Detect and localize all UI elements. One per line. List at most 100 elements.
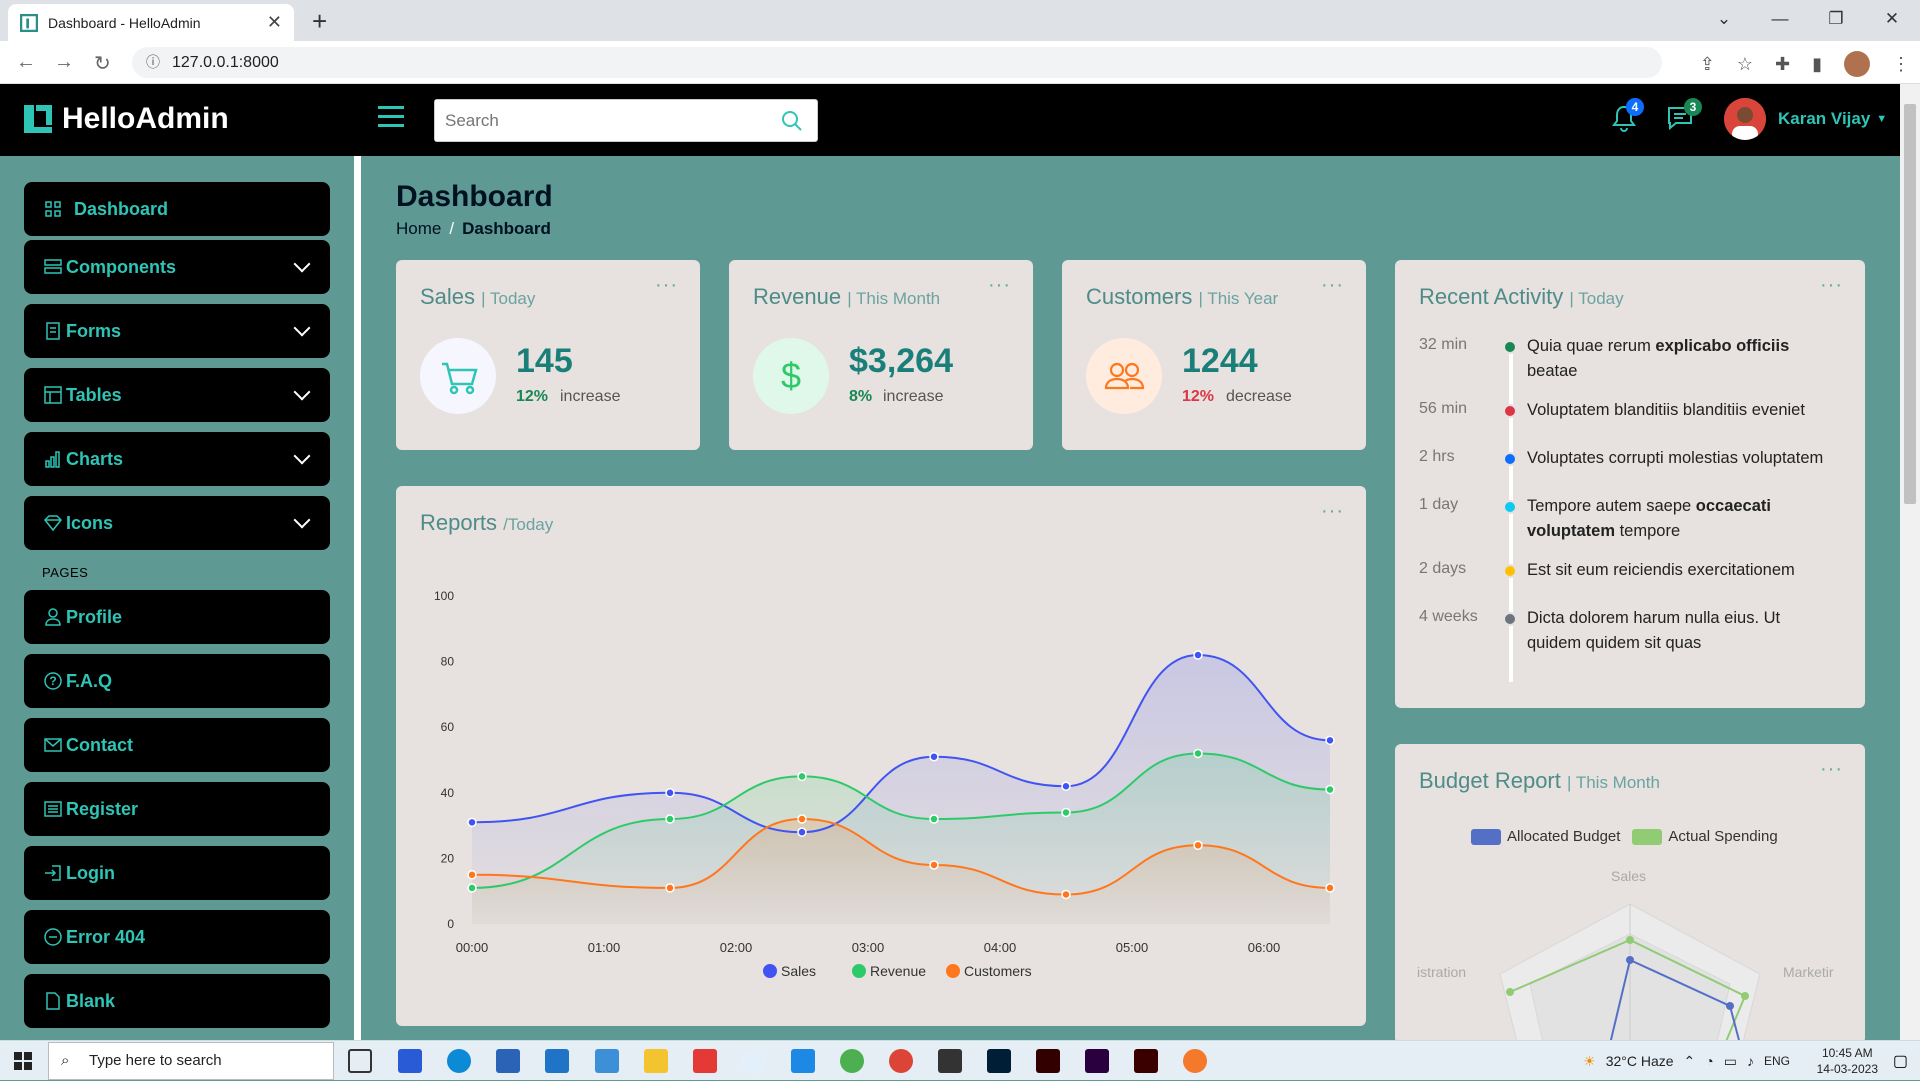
scrollbar-thumb[interactable] — [1904, 104, 1916, 504]
more-options-icon[interactable]: ··· — [988, 274, 1011, 296]
data-point[interactable] — [929, 814, 939, 824]
windows-start-icon[interactable] — [14, 1052, 32, 1070]
app-icon[interactable] — [938, 1049, 962, 1073]
menu-kebab-icon[interactable]: ⋮ — [1892, 53, 1910, 74]
sidebar-item-components[interactable]: Components — [24, 240, 330, 294]
data-point[interactable] — [1325, 784, 1335, 795]
app-icon[interactable] — [398, 1049, 422, 1073]
app-icon[interactable] — [742, 1049, 766, 1073]
edge-icon[interactable] — [447, 1049, 471, 1073]
sidebar-item-login[interactable]: Login — [24, 846, 330, 900]
data-point[interactable] — [665, 788, 675, 798]
sidebar-scrollbar[interactable] — [354, 156, 361, 1040]
taskbar-clock[interactable]: 10:45 AM 14-03-2023 — [1817, 1045, 1878, 1077]
more-options-icon[interactable]: ··· — [1820, 758, 1843, 780]
legend-label[interactable]: Customers — [964, 963, 1032, 979]
battery-icon[interactable]: ▭ — [1723, 1052, 1737, 1069]
photoshop-icon[interactable] — [987, 1049, 1011, 1073]
chrome-icon[interactable] — [840, 1049, 864, 1073]
data-point[interactable] — [929, 860, 939, 870]
data-point[interactable] — [467, 883, 477, 893]
app-icon[interactable] — [693, 1049, 717, 1073]
search-input[interactable] — [435, 100, 765, 141]
data-point[interactable] — [467, 817, 477, 828]
restore-icon[interactable]: ❐ — [1828, 9, 1844, 28]
premiere-icon[interactable] — [1085, 1049, 1109, 1073]
animate-icon[interactable] — [1134, 1049, 1158, 1073]
data-point[interactable] — [1193, 748, 1203, 759]
sidebar-item-dashboard[interactable]: Dashboard — [24, 182, 330, 236]
data-point[interactable] — [1193, 650, 1203, 660]
network-icon[interactable]: ◔ — [1705, 1053, 1714, 1069]
sidebar-item-forms[interactable]: Forms — [24, 304, 330, 358]
messages-button[interactable]: 3 — [1666, 98, 1702, 137]
data-point[interactable] — [467, 870, 477, 880]
notification-center-icon[interactable]: ▢ — [1892, 1053, 1908, 1070]
sidebar-item-faq[interactable]: ? F.A.Q — [24, 654, 330, 708]
weather-text[interactable]: 32°C Haze — [1605, 1053, 1674, 1069]
new-tab-icon[interactable]: + — [312, 6, 328, 36]
chevron-up-icon[interactable]: ⌃ — [1683, 1052, 1696, 1069]
reload-icon[interactable]: ↻ — [94, 53, 111, 75]
bookmark-star-icon[interactable]: ☆ — [1736, 53, 1753, 74]
legend-allocated[interactable]: Allocated Budget — [1507, 828, 1621, 845]
legend-label[interactable]: Sales — [781, 963, 816, 979]
task-view-icon[interactable] — [348, 1049, 372, 1073]
minimize-icon[interactable]: — — [1771, 9, 1789, 28]
data-point[interactable] — [665, 814, 675, 824]
data-point[interactable] — [1061, 781, 1071, 791]
data-point[interactable] — [1325, 883, 1335, 893]
notifications-button[interactable]: 4 — [1612, 98, 1644, 137]
breadcrumb-home[interactable]: Home — [396, 219, 442, 238]
vscode-icon[interactable] — [791, 1049, 815, 1073]
data-point[interactable] — [1325, 735, 1335, 746]
data-point[interactable] — [797, 827, 807, 837]
language-indicator[interactable]: ENG — [1763, 1054, 1790, 1068]
data-point[interactable] — [929, 751, 939, 762]
share-icon[interactable]: ⇪ — [1699, 53, 1715, 74]
more-options-icon[interactable]: ··· — [655, 274, 678, 296]
sidebar-item-tables[interactable]: Tables — [24, 368, 330, 422]
sidebar-item-blank[interactable]: Blank — [24, 974, 330, 1028]
close-tab-icon[interactable]: ✕ — [266, 12, 282, 32]
data-point[interactable] — [797, 771, 807, 782]
address-bar[interactable]: ⓘ 127.0.0.1:8000 — [132, 47, 1662, 78]
more-options-icon[interactable]: ··· — [1321, 500, 1344, 522]
sidebar-item-profile[interactable]: Profile — [24, 590, 330, 644]
sidebar-item-icons[interactable]: Icons — [24, 496, 330, 550]
more-options-icon[interactable]: ··· — [1321, 274, 1344, 296]
sidebar-item-contact[interactable]: Contact — [24, 718, 330, 772]
close-window-icon[interactable]: ✕ — [1884, 9, 1900, 28]
blender-icon[interactable] — [1183, 1049, 1207, 1073]
data-point[interactable] — [1061, 889, 1071, 900]
taskbar-search[interactable]: ⌕ Type here to search — [48, 1042, 334, 1080]
illustrator-icon[interactable] — [1036, 1049, 1060, 1073]
app-icon[interactable] — [595, 1049, 619, 1073]
data-point[interactable] — [1061, 807, 1071, 818]
mail-icon[interactable] — [545, 1049, 569, 1073]
sidebar-item-charts[interactable]: Charts — [24, 432, 330, 486]
user-menu[interactable]: Karan Vijay ▼ — [1724, 98, 1887, 140]
data-point[interactable] — [665, 883, 675, 893]
back-icon[interactable]: ← — [16, 51, 36, 73]
sidepanel-icon[interactable]: ▮ — [1812, 53, 1822, 74]
chevron-down-icon[interactable]: ⌄ — [1716, 9, 1732, 28]
store-icon[interactable] — [496, 1049, 520, 1073]
search-icon[interactable] — [781, 110, 803, 132]
data-point[interactable] — [797, 814, 807, 824]
site-info-icon[interactable]: ⓘ — [146, 54, 160, 70]
browser-tab[interactable]: Dashboard - HelloAdmin ✕ — [8, 4, 294, 41]
profile-avatar-icon[interactable] — [1844, 51, 1870, 77]
legend-label[interactable]: Revenue — [870, 963, 926, 979]
sidebar-item-error-404[interactable]: Error 404 — [24, 910, 330, 964]
forward-icon[interactable]: → — [54, 51, 74, 73]
more-options-icon[interactable]: ··· — [1820, 274, 1843, 296]
brand-logo[interactable]: HelloAdmin — [22, 102, 229, 136]
extensions-icon[interactable]: ✚ — [1775, 53, 1791, 74]
menu-toggle-icon[interactable] — [378, 106, 404, 132]
chrome-icon[interactable] — [889, 1049, 913, 1073]
data-point[interactable] — [1193, 840, 1203, 851]
file-explorer-icon[interactable] — [644, 1049, 668, 1073]
sidebar-item-register[interactable]: Register — [24, 782, 330, 836]
legend-actual[interactable]: Actual Spending — [1668, 828, 1778, 845]
